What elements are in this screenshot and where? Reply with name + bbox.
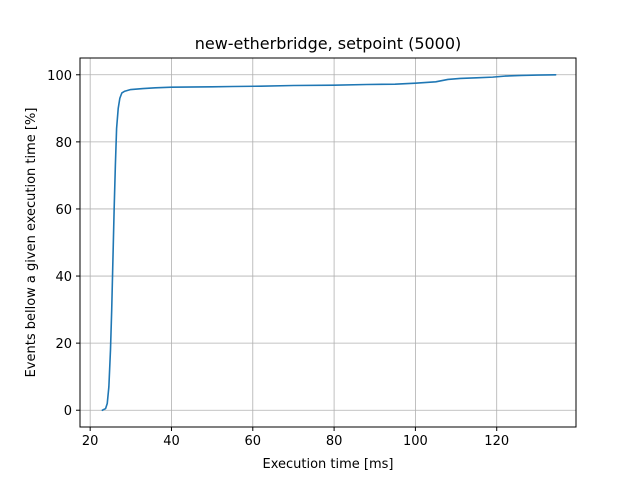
series-group bbox=[101, 73, 557, 412]
x-axis: 20 40 60 80 100 120 bbox=[82, 427, 509, 449]
y-tick-label: 20 bbox=[55, 337, 72, 352]
y-tick-label: 40 bbox=[55, 270, 72, 285]
y-tick-label: 0 bbox=[64, 404, 72, 419]
plot-frame bbox=[79, 57, 577, 428]
y-tick-label: 100 bbox=[47, 69, 72, 84]
x-tick-label: 40 bbox=[163, 434, 180, 449]
series-line bbox=[101, 73, 557, 412]
x-tick-label: 120 bbox=[484, 434, 509, 449]
x-tick-label: 20 bbox=[82, 434, 99, 449]
x-axis-label: Execution time [ms] bbox=[262, 457, 393, 472]
chart-title: new-etherbridge, setpoint (5000) bbox=[195, 34, 462, 53]
y-axis-label: Events bellow a given execution time [%] bbox=[24, 108, 39, 378]
x-tick-label: 80 bbox=[326, 434, 343, 449]
grid bbox=[80, 58, 576, 427]
x-tick-label: 60 bbox=[245, 434, 262, 449]
y-tick-label: 80 bbox=[55, 136, 72, 151]
y-tick-label: 60 bbox=[55, 203, 72, 218]
x-tick-label: 100 bbox=[403, 434, 428, 449]
y-axis: 0 20 40 60 80 100 bbox=[47, 69, 80, 419]
